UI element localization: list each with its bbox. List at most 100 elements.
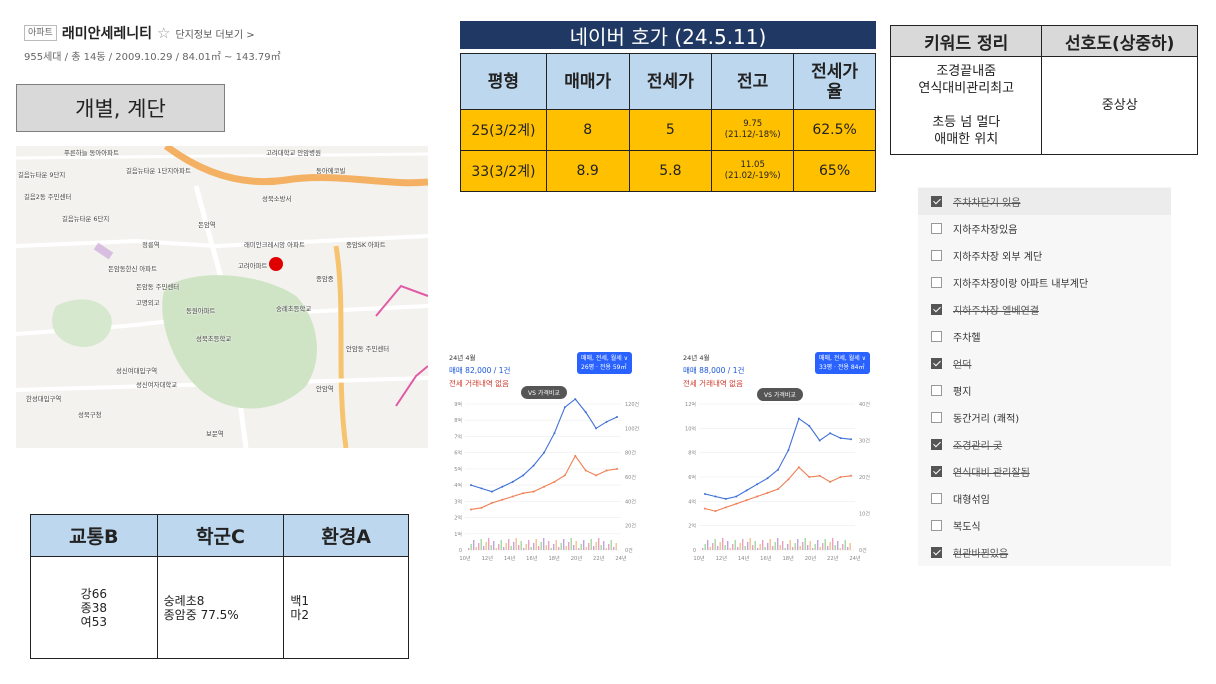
volume-bar [520, 541, 522, 550]
volume-bar [769, 539, 771, 550]
location-score-table: 교통B 학군C 환경A 강66 종38 여53 숭례초8 종암중 77.5% 백… [30, 514, 409, 659]
checklist-item[interactable]: 복도식 [918, 512, 1171, 539]
map-label: 길음뉴타운 1단지아파트 [126, 167, 191, 175]
checkbox-icon[interactable] [931, 412, 942, 423]
checklist-item[interactable]: 지하주차장이랑 아파트 내부계단 [918, 269, 1171, 296]
checklist-item[interactable]: 지하주차장 엘베연결 [918, 296, 1171, 323]
volume-bar [508, 539, 510, 550]
volume-bar [809, 541, 811, 550]
volume-bar [754, 541, 756, 550]
volume-bar [613, 547, 615, 550]
volume-bar [752, 545, 754, 550]
checklist-label: 동간거리 (쾌적) [953, 414, 1020, 425]
checklist-item[interactable]: 현관바뀐있음 [918, 539, 1171, 566]
data-point [605, 469, 608, 472]
volume-bar [535, 539, 537, 550]
data-point [563, 474, 566, 477]
checkbox-checked-icon[interactable] [931, 439, 942, 450]
volume-bar [794, 543, 796, 550]
data-point [756, 495, 759, 498]
volume-bar [525, 544, 527, 550]
checklist-item[interactable]: 연식대비 관리잘됨 [918, 458, 1171, 485]
data-point [818, 474, 821, 477]
volume-bar [533, 543, 535, 550]
data-point [714, 510, 717, 513]
checkbox-checked-icon[interactable] [931, 466, 942, 477]
favorite-star-icon[interactable]: ☆ [157, 24, 171, 42]
volume-bar [470, 544, 472, 550]
data-point [595, 427, 598, 430]
x-tick-label: 20년 [805, 554, 817, 562]
col-header: 키워드 정리 [889, 25, 1043, 57]
trade-type-dropdown[interactable]: 매매, 전세, 월세 ∨ 26평 · 전용 59㎡ [577, 352, 633, 374]
volume-bar [744, 546, 746, 550]
map-label: 보문역 [206, 430, 224, 438]
checklist-label: 언덕 [953, 360, 972, 371]
checklist-item[interactable]: 언덕 [918, 350, 1171, 377]
data-point [745, 499, 748, 502]
volume-bar [792, 547, 794, 550]
volume-bar [732, 544, 734, 550]
data-point [724, 497, 727, 500]
x-tick-label: 22년 [827, 554, 839, 562]
col-header: 전세가 율 [793, 53, 876, 110]
checkbox-icon[interactable] [931, 223, 942, 234]
volume-bar [849, 543, 851, 550]
volume-bar [729, 548, 731, 550]
data-point [787, 449, 790, 452]
checkbox-checked-icon[interactable] [931, 196, 942, 207]
trade-type-dropdown[interactable]: 매매, 전세, 월세 ∨ 33평 · 전용 84㎡ [815, 352, 871, 374]
checkbox-icon[interactable] [931, 277, 942, 288]
y-tick-label: 2억 [454, 515, 462, 522]
volume-bar [585, 547, 587, 550]
volume-bar [789, 540, 791, 550]
checklist-item[interactable]: 평지 [918, 377, 1171, 404]
checklist-item[interactable]: 대형섞임 [918, 485, 1171, 512]
volume-bar [764, 547, 766, 550]
y2-tick-label: 20건 [625, 523, 636, 530]
col-header: 교통B [30, 514, 158, 557]
location-map[interactable]: 푸른하늘 동아아파트 길음뉴타운 9단지 길음뉴타운 1단지아파트 길음2동 주… [16, 146, 428, 448]
checklist-item[interactable]: 주차헬 [918, 323, 1171, 350]
y2-tick-label: 120건 [625, 401, 640, 408]
map-label: 종암SK 아파트 [346, 241, 386, 249]
data-point [766, 491, 769, 494]
data-point [563, 406, 566, 409]
map-label: 성북초등학교 [196, 335, 232, 343]
checklist-item[interactable]: 주차차단기 있음 [918, 188, 1171, 215]
checkbox-icon[interactable] [931, 331, 942, 342]
checkbox-icon[interactable] [931, 385, 942, 396]
volume-bar [847, 547, 849, 550]
map-label: 돈암동 주민센터 [136, 283, 180, 291]
checklist-item[interactable]: 지하주차장 외부 계단 [918, 242, 1171, 269]
vs-compare-button[interactable]: VS 가격비교 [757, 388, 803, 401]
volume-bar [575, 541, 577, 550]
checklist-item[interactable]: 조경관리 굿 [918, 431, 1171, 458]
table-cell: 65% [793, 150, 876, 192]
x-tick-label: 16년 [760, 554, 772, 562]
vs-compare-button[interactable]: VS 가격비교 [521, 386, 567, 399]
col-header: 전세가 [628, 53, 713, 110]
map-label: 고려아파트 [238, 262, 268, 270]
data-point [595, 474, 598, 477]
volume-bar [530, 547, 532, 550]
y-tick-label: 1억 [454, 531, 462, 538]
checkbox-checked-icon[interactable] [931, 547, 942, 558]
checkbox-checked-icon[interactable] [931, 304, 942, 315]
complex-info-link[interactable]: 단지정보 더보기 > [175, 29, 255, 41]
volume-bar [608, 544, 610, 550]
volume-bar [834, 545, 836, 550]
chart-jeonse-none: 전세 거래내역 없음 [449, 379, 509, 388]
checklist-item[interactable]: 동간거리 (쾌적) [918, 404, 1171, 431]
checkbox-checked-icon[interactable] [931, 358, 942, 369]
complex-meta: 955세대 / 총 14동 / 2009.10.29 / 84.01㎡ ~ 14… [24, 52, 281, 63]
volume-bar [804, 538, 806, 550]
checkbox-icon[interactable] [931, 520, 942, 531]
checkbox-icon[interactable] [931, 493, 942, 504]
data-point [522, 492, 525, 495]
y2-tick-label: 80건 [625, 450, 636, 457]
checkbox-icon[interactable] [931, 250, 942, 261]
map-label: 길음뉴타운 9단지 [18, 171, 66, 179]
data-point [797, 417, 800, 420]
checklist-item[interactable]: 지하주차장있음 [918, 215, 1171, 242]
